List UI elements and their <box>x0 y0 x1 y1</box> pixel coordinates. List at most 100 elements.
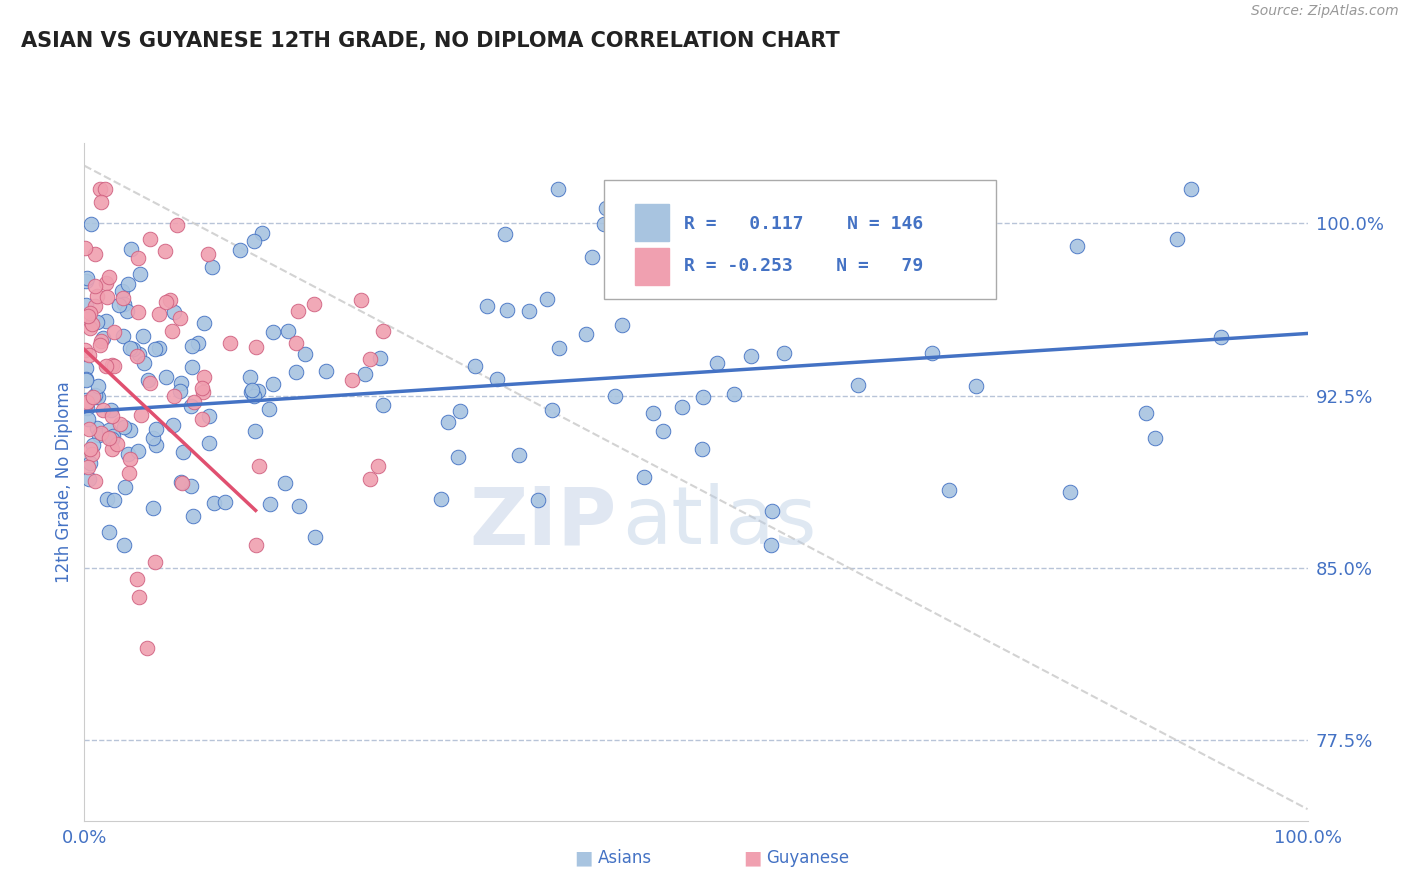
Point <box>153 244 176 258</box>
Point <box>75 373 97 387</box>
Point <box>77 459 100 474</box>
Text: ZIP: ZIP <box>470 483 616 561</box>
Point <box>170 475 193 490</box>
Point <box>243 235 266 249</box>
Point <box>191 411 214 425</box>
Point <box>162 305 184 319</box>
Point <box>148 307 170 321</box>
Point <box>112 419 135 434</box>
Point <box>464 359 486 373</box>
Point <box>846 378 869 392</box>
Point <box>915 216 938 230</box>
Point <box>198 409 221 424</box>
Text: ■: ■ <box>742 848 762 868</box>
Point <box>706 269 728 284</box>
Point <box>80 317 103 331</box>
Point <box>129 267 152 281</box>
Point <box>75 360 97 375</box>
Point <box>773 345 796 359</box>
Point <box>197 247 219 261</box>
Point <box>125 350 148 364</box>
Point <box>112 291 135 305</box>
Point <box>84 247 107 261</box>
Point <box>132 329 155 343</box>
Point <box>128 346 150 360</box>
Point <box>287 304 309 318</box>
Point <box>90 334 112 348</box>
Point <box>82 447 104 461</box>
Text: atlas: atlas <box>623 483 817 561</box>
Text: Guyanese: Guyanese <box>766 849 849 867</box>
Point <box>239 370 262 384</box>
Point <box>643 406 665 420</box>
Point <box>740 349 762 363</box>
Point <box>706 356 728 370</box>
Point <box>89 338 111 352</box>
Point <box>181 339 204 353</box>
Point <box>595 202 617 216</box>
Point <box>77 412 100 426</box>
Point <box>938 483 960 497</box>
Point <box>180 359 202 374</box>
Point <box>610 318 633 332</box>
Text: ASIAN VS GUYANESE 12TH GRADE, NO DIPLOMA CORRELATION CHART: ASIAN VS GUYANESE 12TH GRADE, NO DIPLOMA… <box>21 31 839 51</box>
Point <box>548 341 571 355</box>
Point <box>187 336 209 351</box>
Point <box>246 384 269 398</box>
Point <box>117 303 139 318</box>
Point <box>75 372 97 386</box>
Point <box>86 390 108 404</box>
Point <box>148 341 170 355</box>
Point <box>373 324 395 338</box>
Point <box>540 403 562 417</box>
Text: ■: ■ <box>574 848 593 868</box>
Point <box>98 431 121 445</box>
Point <box>82 438 104 452</box>
Point <box>139 232 162 246</box>
Point <box>581 250 603 264</box>
Point <box>285 335 308 350</box>
Point <box>112 538 135 552</box>
Point <box>136 372 159 386</box>
Point <box>169 384 191 398</box>
Bar <box>636 248 669 285</box>
Point <box>486 372 509 386</box>
Point <box>103 428 125 442</box>
Point <box>83 474 105 488</box>
Point <box>86 315 108 329</box>
Point <box>96 314 118 328</box>
Point <box>145 422 167 436</box>
Point <box>101 358 124 372</box>
Point <box>143 343 166 357</box>
Point <box>287 500 309 514</box>
Point <box>120 423 142 437</box>
Point <box>1211 330 1233 344</box>
Point <box>955 230 977 244</box>
Point <box>122 342 145 356</box>
Point <box>219 335 242 350</box>
Point <box>93 182 115 196</box>
Point <box>160 324 183 338</box>
Point <box>112 296 135 310</box>
Point <box>163 389 186 403</box>
Point <box>97 269 120 284</box>
Point <box>508 448 530 462</box>
Point <box>96 492 118 507</box>
Point <box>496 303 519 318</box>
Point <box>575 326 598 341</box>
Point <box>96 290 118 304</box>
Point <box>547 182 569 196</box>
Point <box>77 349 100 363</box>
Point <box>285 365 308 379</box>
Point <box>633 470 655 484</box>
Point <box>155 370 177 384</box>
Point <box>75 397 97 411</box>
FancyBboxPatch shape <box>605 180 995 299</box>
Point <box>245 340 267 354</box>
Point <box>201 260 224 275</box>
Point <box>262 325 284 339</box>
Point <box>723 386 745 401</box>
Point <box>103 492 125 507</box>
Point <box>370 351 392 366</box>
Point <box>240 383 263 397</box>
